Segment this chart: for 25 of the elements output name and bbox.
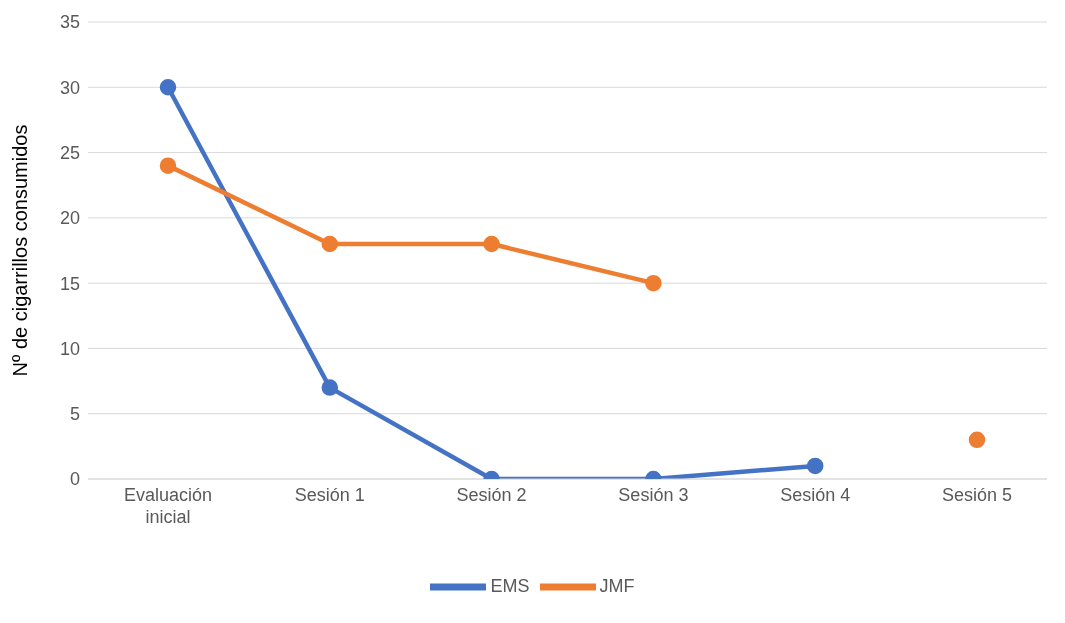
- point: [806, 457, 824, 475]
- x-tick-label: Sesión 2: [456, 485, 527, 505]
- x-tick-label: Sesión 5: [941, 485, 1013, 505]
- point: [159, 157, 177, 174]
- y-tick-label: 0: [69, 469, 80, 490]
- y-tick-label: 20: [59, 208, 80, 229]
- y-tick-label: 5: [69, 404, 80, 425]
- y-tick-label: 15: [59, 273, 80, 294]
- x-tick-label: Sesión 1: [294, 485, 365, 505]
- y-tick-label: 30: [59, 77, 80, 98]
- x-tick-label: Sesión 3: [618, 485, 689, 505]
- y-axis-title: Nº de cigarrillos consumidos: [9, 124, 32, 377]
- point: [645, 274, 662, 292]
- point: [321, 379, 339, 396]
- x-tick-label: Sesión 4: [780, 485, 851, 505]
- point: [968, 431, 986, 449]
- point: [159, 79, 177, 96]
- y-tick-label: 25: [59, 142, 80, 163]
- point: [321, 235, 339, 253]
- legend-label: JMF: [599, 575, 635, 596]
- point: [483, 235, 500, 253]
- legend-label: EMS: [490, 575, 530, 596]
- y-tick-label: 35: [59, 12, 80, 33]
- y-tick-label: 10: [59, 338, 80, 359]
- x-tick-label: Evaluación inicial: [123, 485, 213, 527]
